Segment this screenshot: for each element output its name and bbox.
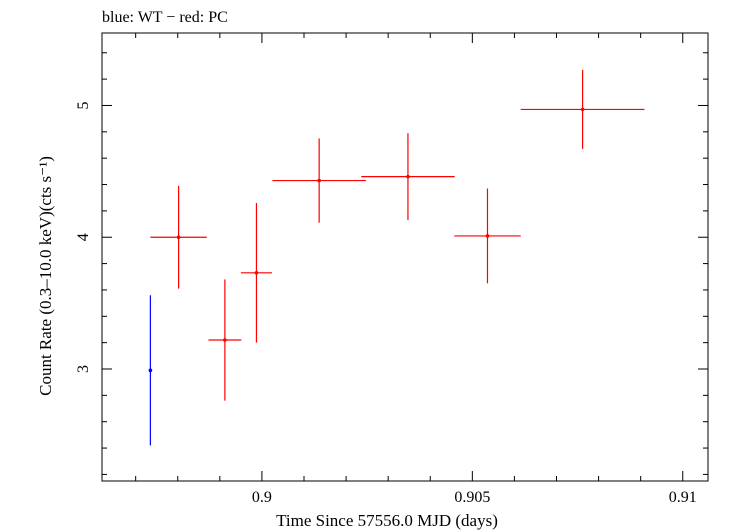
data-marker	[176, 235, 181, 240]
y-tick-label: 4	[75, 233, 92, 241]
x-tick-label: 0.905	[454, 489, 490, 506]
y-axis-label: Count Rate (0.3–10.0 keV)(cts s⁻¹)	[36, 156, 55, 396]
data-marker	[580, 107, 585, 112]
data-point	[240, 202, 273, 343]
x-tick-label: 0.91	[669, 489, 697, 506]
data-point	[148, 295, 153, 446]
series-WT	[148, 295, 153, 446]
y-tick-label: 3	[75, 365, 92, 373]
series-PC	[150, 69, 645, 401]
y-tick-label: 5	[75, 101, 92, 109]
x-tick-label: 0.9	[252, 489, 272, 506]
x-axis-label: Time Since 57556.0 MJD (days)	[276, 511, 498, 530]
axis-ticks: 0.9 0.905 0.91 3 4 5	[75, 33, 708, 506]
data-point	[208, 279, 242, 401]
data-point	[272, 138, 366, 223]
chart-title: blue: WT − red: PC	[102, 9, 228, 26]
data-marker	[485, 234, 490, 238]
data-points	[148, 69, 645, 446]
data-marker	[406, 174, 410, 179]
plot-frame	[101, 32, 709, 482]
data-marker	[148, 368, 153, 373]
data-marker	[317, 178, 321, 183]
data-marker	[223, 338, 227, 342]
data-point	[150, 185, 207, 289]
data-marker	[254, 271, 259, 275]
data-point	[454, 188, 521, 284]
data-point	[361, 133, 455, 221]
data-point	[520, 69, 645, 149]
